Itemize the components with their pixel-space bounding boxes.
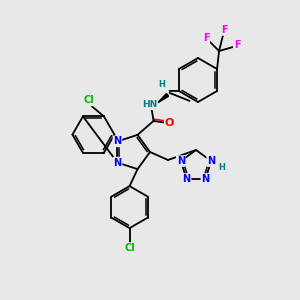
Text: O: O bbox=[165, 118, 174, 128]
Text: HN: HN bbox=[142, 100, 157, 109]
Text: F: F bbox=[221, 25, 227, 35]
Text: Cl: Cl bbox=[84, 95, 94, 105]
Text: N: N bbox=[201, 174, 209, 184]
Text: N: N bbox=[182, 174, 191, 184]
Text: F: F bbox=[203, 33, 209, 43]
Text: F: F bbox=[234, 40, 240, 50]
Text: N: N bbox=[113, 158, 122, 168]
Text: H: H bbox=[158, 80, 165, 89]
Polygon shape bbox=[158, 94, 169, 103]
Text: N: N bbox=[177, 156, 185, 166]
Text: H: H bbox=[218, 163, 225, 172]
Text: N: N bbox=[113, 136, 122, 146]
Text: N: N bbox=[207, 156, 215, 166]
Text: Cl: Cl bbox=[124, 243, 135, 253]
